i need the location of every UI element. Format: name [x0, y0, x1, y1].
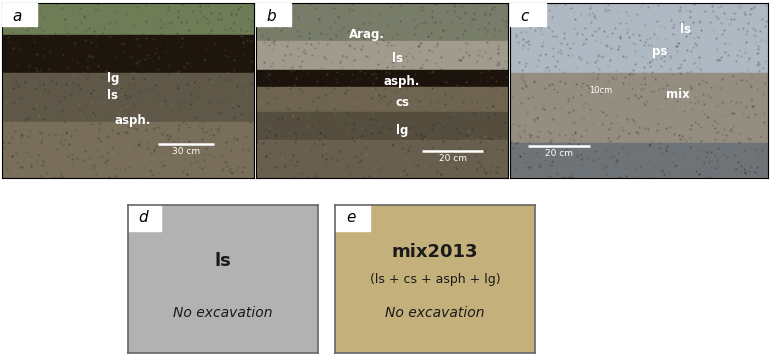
Text: c: c: [521, 9, 529, 24]
Text: (ls + cs + asph + lg): (ls + cs + asph + lg): [370, 272, 500, 285]
Text: ls: ls: [215, 252, 231, 270]
Bar: [510, 3, 768, 38]
Text: mix: mix: [666, 87, 690, 101]
Text: Arag.: Arag.: [349, 28, 385, 41]
Bar: [2, 3, 254, 34]
Bar: [256, 69, 508, 87]
Bar: [128, 205, 161, 231]
Text: asph.: asph.: [384, 75, 420, 88]
Bar: [256, 111, 508, 140]
Text: ls: ls: [392, 53, 403, 66]
Text: 10cm: 10cm: [589, 86, 612, 95]
Text: b: b: [266, 9, 276, 24]
Text: 20 cm: 20 cm: [439, 154, 467, 163]
Text: 30 cm: 30 cm: [172, 147, 200, 156]
Text: lg: lg: [107, 72, 119, 85]
Bar: [510, 3, 546, 26]
Bar: [256, 87, 508, 111]
Bar: [335, 205, 370, 231]
Text: ps: ps: [652, 45, 668, 58]
Bar: [2, 34, 254, 73]
Bar: [510, 73, 768, 143]
Bar: [256, 140, 508, 178]
Bar: [256, 42, 508, 69]
Text: a: a: [12, 9, 22, 24]
Text: lg: lg: [396, 124, 408, 137]
Text: asph.: asph.: [115, 114, 151, 127]
Text: 20 cm: 20 cm: [545, 149, 573, 158]
Bar: [2, 3, 37, 26]
Text: d: d: [139, 210, 148, 225]
Bar: [256, 3, 508, 42]
Text: ls: ls: [107, 89, 119, 102]
Text: No excavation: No excavation: [385, 306, 485, 320]
Bar: [256, 3, 291, 26]
Text: mix2013: mix2013: [392, 243, 478, 261]
Text: ls: ls: [680, 23, 691, 36]
Text: cs: cs: [395, 96, 409, 109]
Text: No excavation: No excavation: [173, 306, 273, 320]
Bar: [2, 73, 254, 122]
Bar: [510, 143, 768, 178]
Bar: [510, 38, 768, 73]
Bar: [2, 122, 254, 178]
Text: e: e: [346, 210, 356, 225]
